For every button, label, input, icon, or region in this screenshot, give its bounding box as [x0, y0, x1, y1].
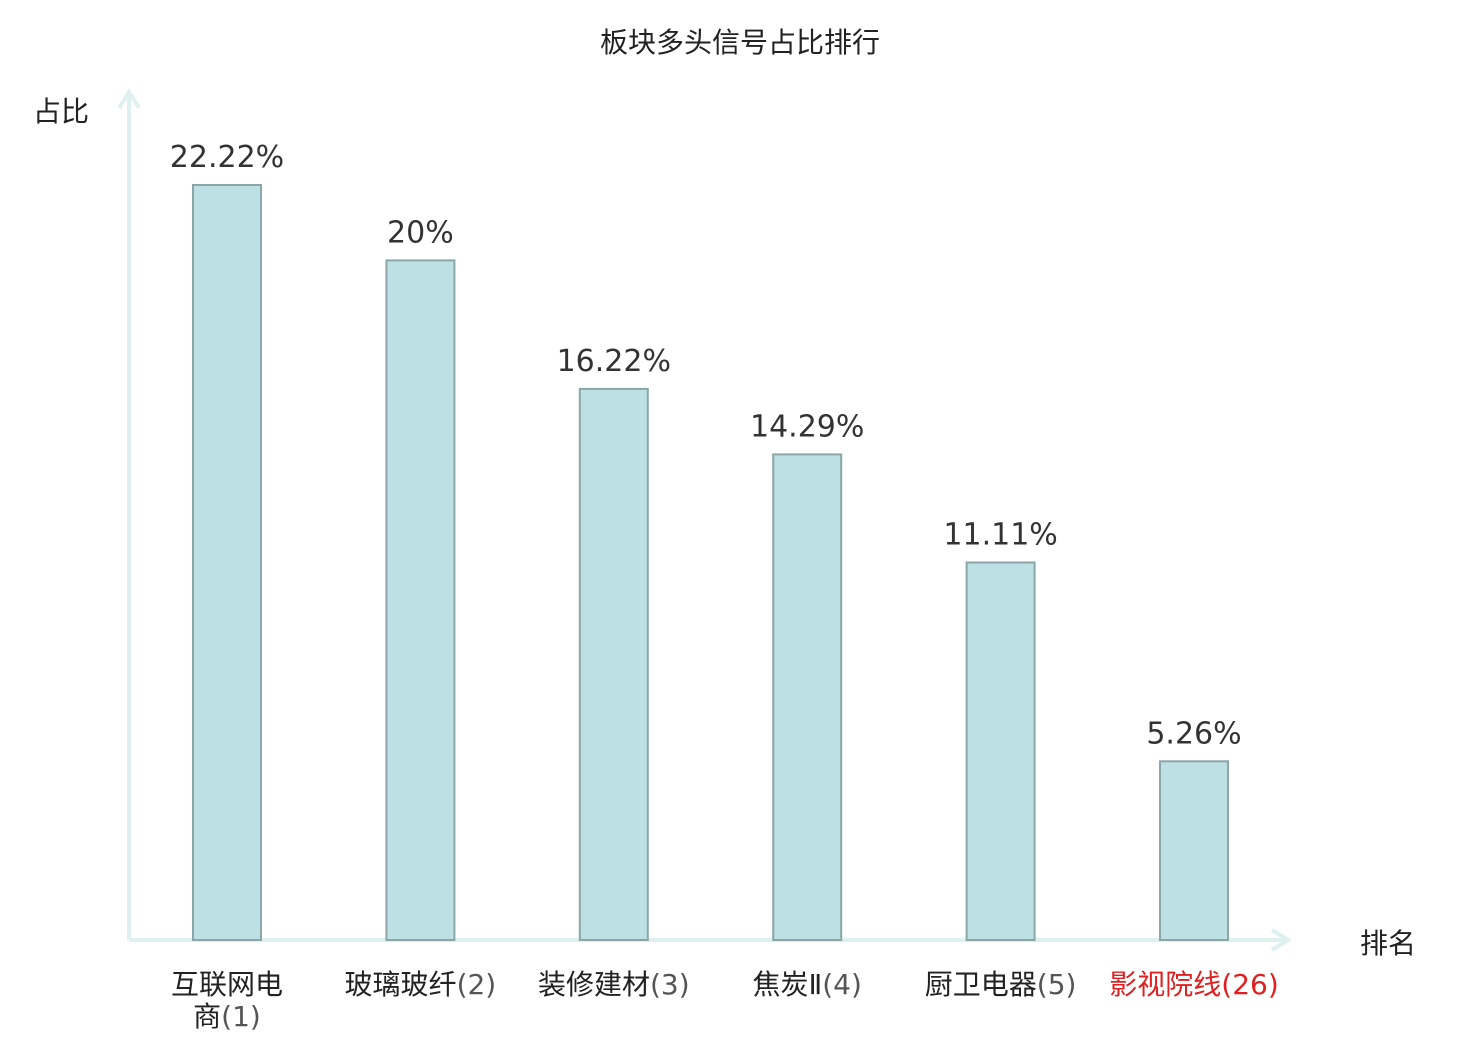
x-axis	[129, 928, 1292, 952]
data-label: 11.11%	[943, 518, 1057, 553]
data-label: 16.22%	[557, 344, 671, 379]
bar	[965, 561, 1036, 941]
x-tick-label: 装修建材(3)	[538, 968, 690, 1001]
x-tick-label: 厨卫电器(5)	[925, 968, 1077, 1001]
bar	[772, 453, 843, 941]
x-tick-label: 商(1)	[193, 1000, 261, 1033]
x-tick-label: 互联网电	[171, 968, 283, 1001]
y-axis-label: 占比	[33, 95, 89, 128]
y-axis-arrow	[117, 88, 141, 110]
bar-series	[192, 184, 1229, 941]
data-label: 5.26%	[1146, 716, 1241, 751]
data-label: 14.29%	[750, 409, 864, 444]
x-axis-arrow	[1270, 928, 1292, 952]
value-labels: 22.22% 20% 16.22% 14.29% 11.11% 5.26%	[170, 140, 1242, 751]
x-axis-label: 排名	[1360, 927, 1416, 960]
x-tick-label: 焦炭Ⅱ(4)	[752, 968, 861, 1001]
bar	[385, 259, 456, 941]
bar	[192, 184, 262, 941]
bar	[578, 387, 649, 941]
y-axis	[117, 88, 141, 940]
chart-title: 板块多头信号占比排行	[600, 26, 880, 59]
x-tick-label: 影视院线(26)	[1109, 968, 1279, 1001]
x-tick-label: 玻璃玻纤(2)	[345, 968, 497, 1001]
data-label: 20%	[387, 215, 454, 250]
bar	[1159, 760, 1229, 941]
data-label: 22.22%	[170, 140, 284, 175]
